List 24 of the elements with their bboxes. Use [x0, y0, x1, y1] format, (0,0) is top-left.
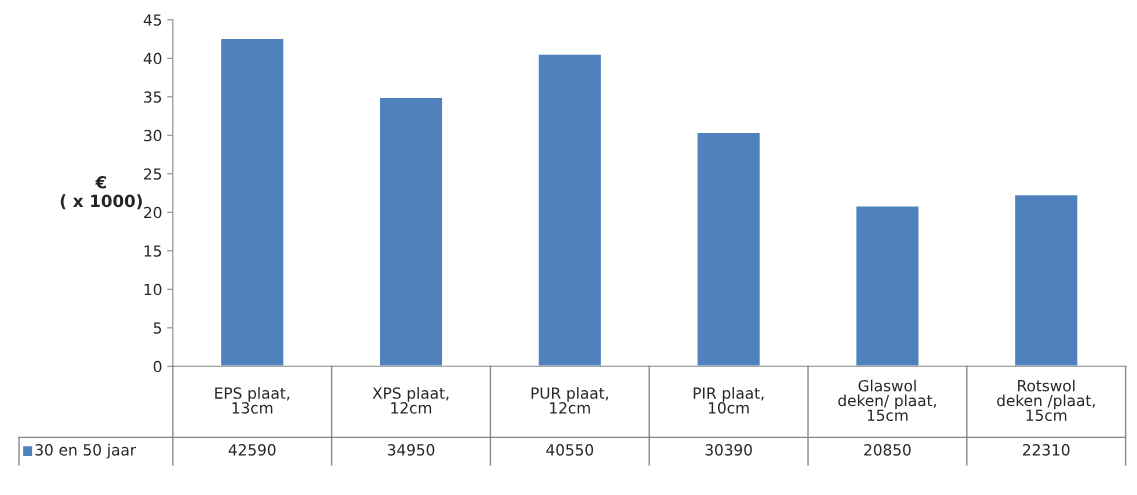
x-tick-label: PIR plaat, 10cm	[693, 387, 764, 414]
y-tick-label: 30	[144, 129, 162, 142]
legend-label: 30 en 50 jaar	[35, 443, 137, 459]
y-tick-label: 40	[143, 52, 162, 65]
x-tick-label: Rotswol deken /plaat, 15cm	[997, 379, 1095, 422]
x-tick-label: EPS plaat, 13cm	[215, 387, 290, 414]
text: 22310	[1023, 444, 1070, 456]
y-tick-label: 0	[153, 360, 162, 373]
text: 34950	[387, 444, 435, 456]
x-tick-label: PUR plaat, 12cm	[531, 387, 609, 414]
y-tick-label: 20	[144, 206, 162, 219]
y-tick-label: 15	[144, 245, 162, 257]
y-tick-label: 25	[144, 168, 162, 180]
y-tick-label: 5	[153, 322, 162, 334]
y-tick-label: 35	[144, 91, 162, 103]
y-tick-label: 10	[144, 283, 162, 296]
text: 40550	[546, 444, 594, 456]
text: 20850	[864, 444, 911, 456]
text: 30390	[705, 444, 752, 456]
y-tick-label: 45	[143, 14, 162, 26]
x-tick-label: XPS plaat, 12cm	[372, 387, 449, 414]
y-axis-title: € ( x 1000)	[60, 175, 142, 210]
text: 42590	[228, 444, 276, 456]
x-tick-label: Glaswol deken/ plaat, 15cm	[838, 379, 936, 422]
